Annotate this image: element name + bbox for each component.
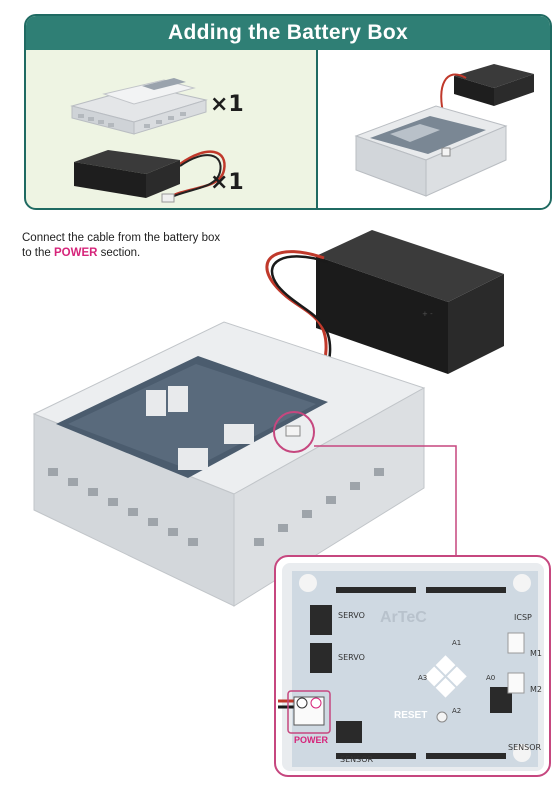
battery-box-illustration [74,150,226,203]
a2-label: A2 [452,707,462,715]
m2-label: M2 [530,685,542,694]
icsp-label: ICSP [514,613,532,622]
m1-label: M1 [530,649,542,658]
servo-bottom-label: SERVO [338,653,365,662]
power-highlight: POWER [53,247,98,259]
instruction-text: Connect the cable from the battery box t… [22,231,220,261]
instruction-prefix: to the [22,247,54,259]
sensor-right-label: SENSOR [508,743,542,752]
reset-label: RESET [394,710,428,721]
instruction-suffix: section. [97,247,141,259]
callout-connector [314,445,457,556]
instruction-line-1: Connect the cable from the battery box [22,232,221,244]
instruction-line-2: to the POWER section. [22,246,220,261]
parts-card: Adding the Battery Box ×1 ×1 [24,14,552,210]
power-callout: SERVO SERVO ArTeC ICSP M1 M2 A1 A3 A0 A2… [274,555,551,777]
battery-quantity: ×1 [210,170,244,195]
servo-top-label: SERVO [338,611,365,620]
svg-text:+ -: + - [422,310,433,318]
board-closeup [278,563,544,771]
case-quantity: ×1 [210,92,244,117]
assembled-preview-illustration [354,64,534,197]
a1-label: A1 [452,639,462,647]
sensor-bottom-label: SENSOR [340,755,374,764]
a3-label: A3 [418,674,428,682]
power-label: POWER [294,735,329,745]
section-title: Adding the Battery Box [26,16,550,50]
a0-label: A0 [486,674,496,682]
main-assembly-illustration: + - [32,230,504,607]
case-illustration [70,78,208,135]
brand-logo: ArTeC [380,609,427,626]
card-divider [316,50,318,208]
